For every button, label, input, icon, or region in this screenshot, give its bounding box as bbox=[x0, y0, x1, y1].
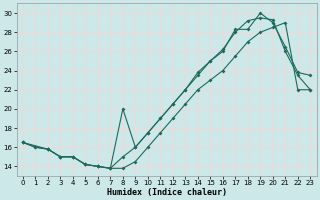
X-axis label: Humidex (Indice chaleur): Humidex (Indice chaleur) bbox=[107, 188, 227, 197]
